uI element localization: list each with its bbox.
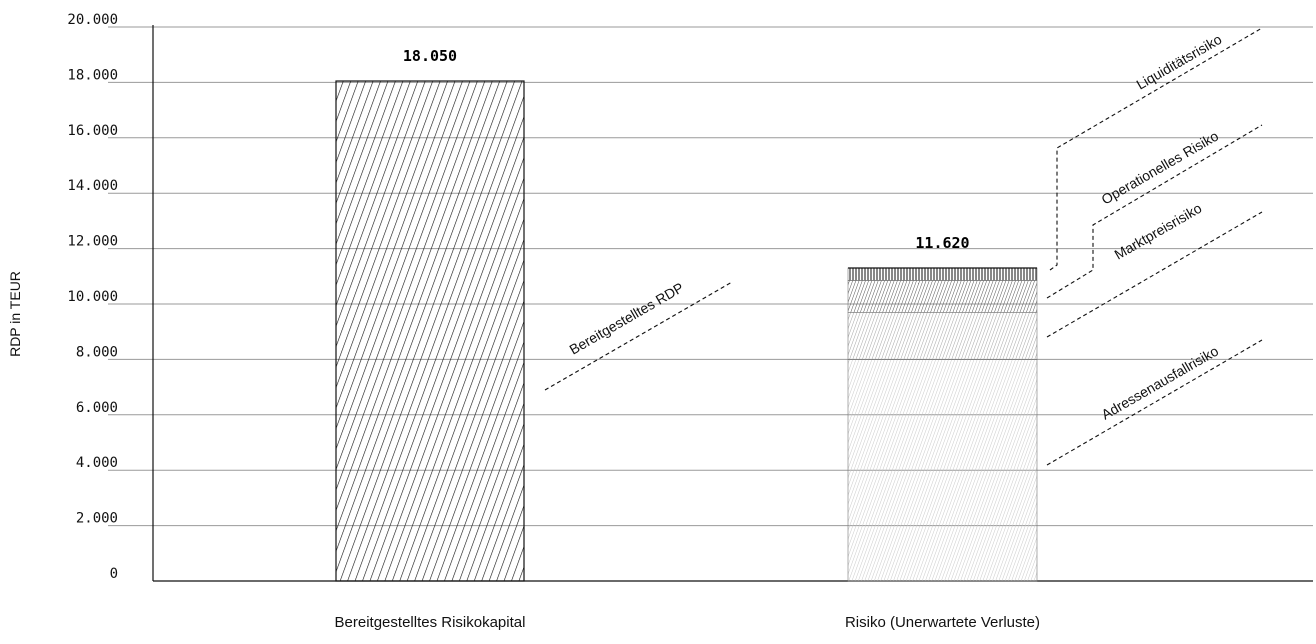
y-axis-label: RDP in TEUR	[7, 271, 23, 357]
grid	[108, 26, 1313, 527]
y-tick-label: 14.000	[67, 178, 118, 194]
y-tick-label: 20.000	[67, 12, 118, 28]
y-tick-label: 18.000	[67, 67, 118, 83]
annotation-leader-line	[544, 281, 733, 391]
x-category-label: Risiko (Unerwartete Verluste)	[845, 614, 1040, 631]
bar-total-label: 11.620	[915, 234, 969, 252]
bar-segment	[847, 359, 1038, 582]
bars	[335, 80, 1038, 582]
x-category-label: Bereitgestelltes Risikokapital	[335, 614, 526, 631]
bar-total-label: 18.050	[403, 47, 457, 65]
segment-label: Operationelles Risiko	[1099, 127, 1222, 207]
y-tick-label: 0	[110, 566, 118, 582]
segment-label: Liquiditätsrisiko	[1134, 31, 1225, 93]
segment-label: Marktpreisrisiko	[1112, 200, 1205, 263]
y-tick-label: 16.000	[67, 123, 118, 139]
bar-segment	[847, 312, 1038, 360]
y-tick-label: 2.000	[76, 511, 118, 527]
segment-label: Adressenausfallrisiko	[1099, 342, 1222, 422]
y-tick-label: 12.000	[67, 234, 118, 250]
annotation-leader-line	[1046, 124, 1263, 299]
bar-segment	[847, 280, 1038, 313]
labels: 0 2.000 4.000 6.000 8.000 10.000 12.000 14.000 1…	[7, 12, 1225, 631]
axes	[152, 25, 1313, 582]
bar-segment	[847, 267, 1038, 281]
y-tick-label: 6.000	[76, 400, 118, 416]
annotation-leader-line	[1046, 339, 1263, 466]
annotations	[544, 27, 1263, 466]
y-tick-label: 10.000	[67, 289, 118, 305]
y-tick-label: 8.000	[76, 344, 118, 360]
y-tick-label: 4.000	[76, 455, 118, 471]
bar-segment	[335, 80, 525, 582]
